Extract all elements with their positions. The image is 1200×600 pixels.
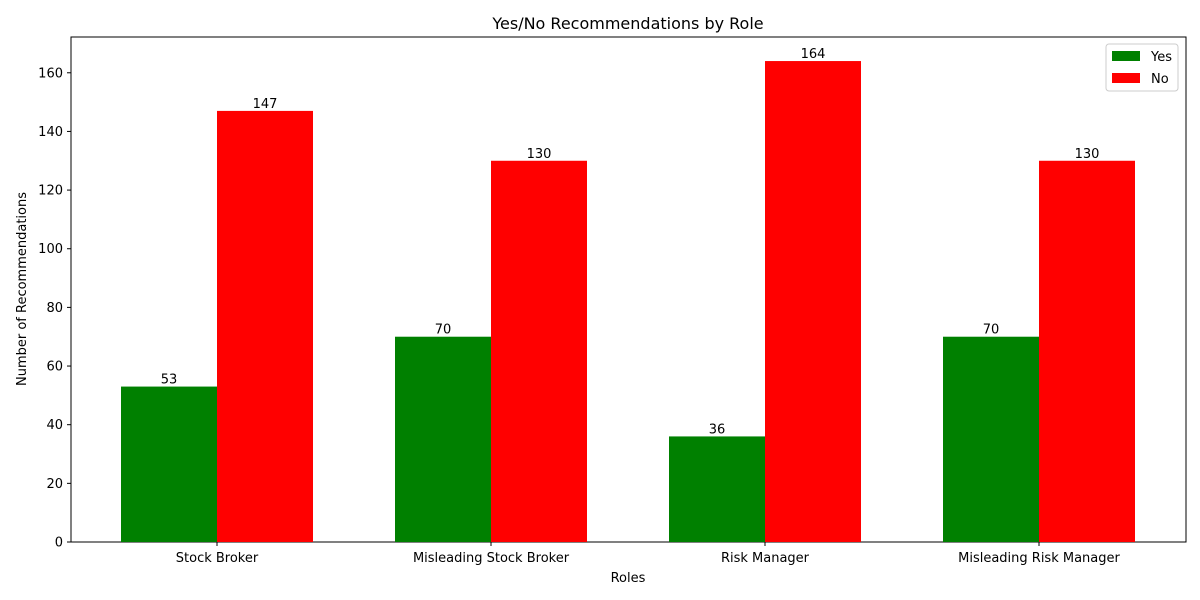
legend-label-no: No xyxy=(1151,72,1169,87)
data-labels: 53 70 36 70 147 130 164 130 xyxy=(161,47,1100,437)
x-tick-label: Risk Manager xyxy=(721,551,810,566)
y-tick-label: 60 xyxy=(46,360,63,375)
bar-no-2 xyxy=(491,160,587,542)
x-axis-label: Roles xyxy=(611,571,646,586)
y-tick-label: 160 xyxy=(38,66,63,81)
data-label-yes-4: 70 xyxy=(983,323,1000,338)
bar-yes-4 xyxy=(943,336,1039,542)
legend-label-yes: Yes xyxy=(1150,50,1172,65)
data-label-no-2: 130 xyxy=(527,147,552,162)
y-tick-label: 80 xyxy=(46,301,63,316)
data-label-no-4: 130 xyxy=(1075,147,1100,162)
y-tick-label: 140 xyxy=(38,125,63,140)
chart-title: Yes/No Recommendations by Role xyxy=(491,14,763,33)
plot-area xyxy=(70,36,1187,543)
legend-swatch-no xyxy=(1112,73,1140,83)
data-label-yes-1: 53 xyxy=(161,373,178,388)
data-label-no-3: 164 xyxy=(801,47,826,62)
y-tick-label: 40 xyxy=(46,418,63,433)
y-tick-label: 120 xyxy=(38,184,63,199)
y-tick-label: 0 xyxy=(55,536,63,551)
x-tick-label: Stock Broker xyxy=(176,551,259,566)
bars xyxy=(121,61,1135,543)
bar-no-4 xyxy=(1039,160,1135,542)
data-label-no-1: 147 xyxy=(253,97,278,112)
x-axis: Stock Broker Misleading Stock Broker Risk … xyxy=(176,542,1121,566)
y-axis: 0 20 40 60 80 100 120 140 160 xyxy=(38,66,71,551)
y-tick-label: 20 xyxy=(46,477,63,492)
x-tick-label: Misleading Stock Broker xyxy=(413,551,570,566)
y-axis-label: Number of Recommendations xyxy=(15,192,30,386)
legend-swatch-yes xyxy=(1112,51,1140,61)
x-tick-label: Misleading Risk Manager xyxy=(958,551,1120,566)
bar-no-3 xyxy=(765,61,861,543)
legend: Yes No xyxy=(1105,43,1179,92)
plot-frame xyxy=(70,36,1187,543)
bar-no-1 xyxy=(217,110,313,542)
bar-yes-3 xyxy=(669,436,765,542)
bar-yes-1 xyxy=(121,386,217,542)
data-label-yes-3: 36 xyxy=(709,422,726,437)
y-tick-label: 100 xyxy=(38,242,63,257)
bar-yes-2 xyxy=(395,336,491,542)
data-label-yes-2: 70 xyxy=(435,323,452,338)
